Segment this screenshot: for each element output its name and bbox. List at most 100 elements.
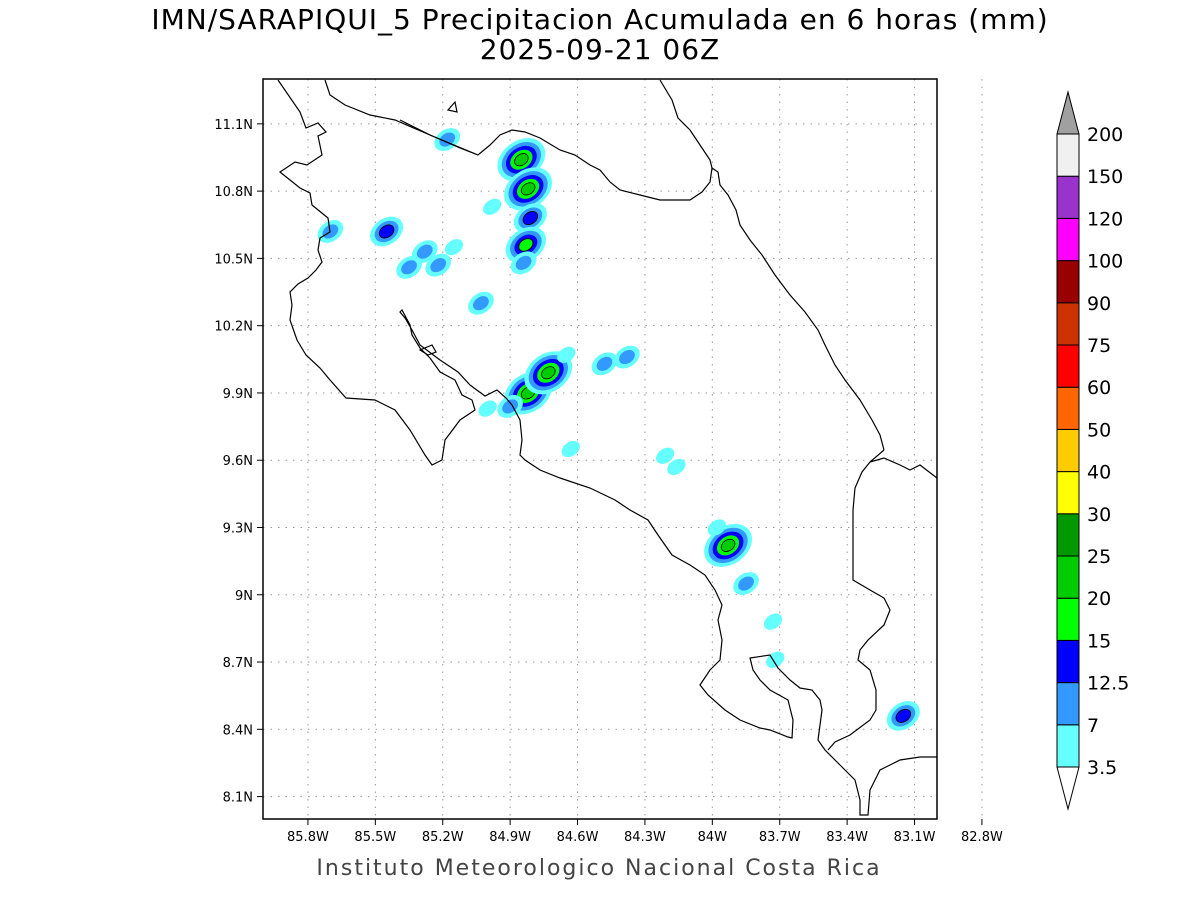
colorbar-level-label: 15 [1087,630,1111,652]
rain-contour [378,224,395,239]
rain-contour [478,400,497,417]
bocas-coast [869,457,937,479]
colorbar-level-label: 100 [1087,251,1123,273]
institution-credit: Instituto Meteorologico Nacional Costa R… [316,856,882,881]
colorbar-level-label: 150 [1087,166,1123,188]
colorbar-swatch [1056,217,1080,262]
rain-contour [514,153,529,167]
lat-tick-label: 9.3N [223,521,253,536]
lon-tick-label: 82.8W [961,830,1003,845]
colorbar-level-label: 50 [1087,419,1111,441]
lat-tick-label: 10.5N [214,252,253,267]
rain-contour [401,260,417,275]
rain-cell [886,701,920,731]
rain-cell [510,251,537,275]
colorbar-level-label: 25 [1087,546,1111,568]
rain-contour [738,576,754,591]
colorbar-swatch [1056,471,1080,515]
lat-tick-label: 8.7N [223,656,253,671]
rain-cell [370,216,404,247]
rain-contour [541,366,556,380]
colorbar-level-label: 90 [1087,293,1111,315]
rain-cell [614,345,640,369]
colorbar-level-label: 30 [1087,504,1111,526]
rain-contour [667,458,686,476]
rain-cell [667,458,686,476]
colorbar-swatch [1056,513,1080,557]
map-subtitle-datetime: 2025-09-21 06Z [479,33,721,66]
lat-tick-label: 11.1N [214,118,253,133]
lon-tick-label: 85.8W [287,830,329,845]
colorbar-swatch [1056,597,1080,641]
rain-contour [954,639,978,662]
colorbar-level-label: 60 [1087,377,1111,399]
rain-cell [733,572,759,596]
rain-contour [518,238,534,252]
precipitation-field [317,128,978,731]
map-frame [262,78,938,820]
lat-tick-label: 8.4N [223,723,253,738]
rain-contour [557,346,576,363]
rain-contour [720,538,736,552]
rain-cell [483,198,502,215]
rain-cell [561,440,580,458]
rain-cell [707,519,726,536]
rain-cell [763,613,783,630]
colorbar-swatch [1056,555,1080,599]
rain-cell [766,651,785,668]
lon-tick-label: 84.6W [557,830,599,845]
lat-tick-label: 8.1N [223,791,253,806]
rain-contour [895,708,912,723]
colorbar-level-label: 75 [1087,335,1111,357]
colorbar-level-label: 20 [1087,588,1111,610]
colorbar-level-label: 120 [1087,208,1123,230]
rain-contour [522,211,539,226]
lon-tick-label: 83.7W [759,830,801,845]
colorbar-swatch [1056,386,1080,430]
colorbar-level-label: 40 [1087,462,1111,484]
colorbar-swatch [1056,682,1080,726]
rain-contour [439,132,456,147]
rain-contour [520,182,536,196]
colorbar-swatch [1056,302,1080,346]
lat-tick-label: 9.6N [223,454,253,469]
rain-cell [425,253,452,277]
panama-border [827,449,891,751]
rain-contour [707,519,726,536]
rain-cell [656,447,675,464]
coastline-borders [277,79,937,816]
colorbar-swatch [1056,344,1080,388]
lon-tick-label: 84.9W [489,830,531,845]
colorbar-min-arrow [1056,766,1080,811]
rain-cell [954,639,978,662]
colorbar-swatch [1056,175,1080,219]
map-axes: 85.8W 85.5W 85.2W 84.9W 84.6W 84.3W 84W 83.7W 83… [214,118,1003,845]
rain-cell [468,291,494,315]
rain-contour [515,255,532,270]
colorbar-level-label: 12.5 [1087,673,1129,695]
colorbar-level-label: 7 [1087,715,1099,737]
rain-contour [766,651,785,668]
colorbar-swatch [1056,724,1080,768]
rain-cell [591,352,618,376]
lon-tick-label: 84.3W [624,830,666,845]
rain-contour [416,244,433,259]
colorbar-swatch [1056,260,1080,304]
colorbar-swatch [1056,428,1080,473]
rain-contour [483,198,502,215]
lon-tick-label: 83.1W [894,830,936,845]
rain-cell [478,400,497,417]
rain-cell [497,138,546,182]
lat-tick-label: 10.8N [214,185,253,200]
colorbar-swatch [1056,639,1080,684]
colorbar-max-arrow [1056,90,1080,135]
rain-contour [473,296,489,311]
lat-tick-label: 10.2N [214,320,253,335]
rain-cell [704,523,752,567]
rain-cell [505,226,547,264]
pacific-coastline [277,79,937,816]
nicaragua-border [399,119,479,156]
rain-cell [444,239,464,256]
rain-cell [434,128,461,152]
